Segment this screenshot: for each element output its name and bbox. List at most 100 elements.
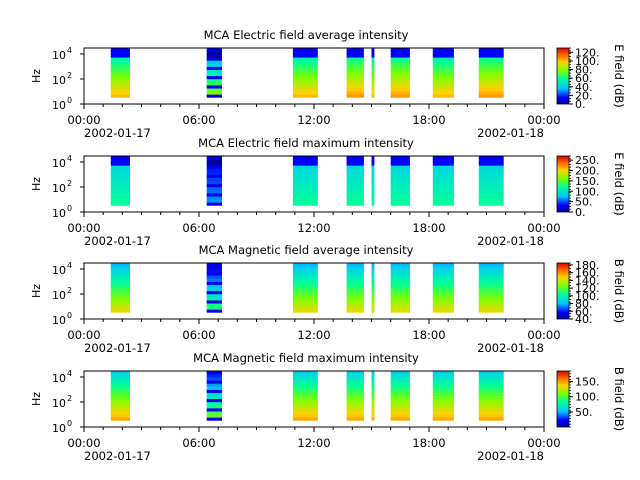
spectrogram-cell <box>432 198 454 203</box>
spectrogram-cell <box>432 81 454 86</box>
spectrogram-segment <box>478 262 504 313</box>
spectrogram-cell <box>346 410 364 415</box>
spectrogram-cell <box>432 177 454 181</box>
panel-4: MCA Magnetic field maximum intensity Hz 10… <box>30 351 626 463</box>
spectrogram-cell <box>206 299 222 304</box>
spectrogram-cell <box>371 417 375 421</box>
spectrogram-cell <box>390 60 410 64</box>
spectrogram-cell <box>292 180 318 185</box>
spectrogram-cell <box>478 81 504 86</box>
spectrogram-cell <box>206 198 222 203</box>
spectrogram-cell <box>371 174 375 178</box>
y-tick-exponent: 0 <box>67 204 72 213</box>
spectrogram-cell <box>478 155 504 160</box>
spectrogram-cell <box>478 309 504 313</box>
spectrogram-cell <box>478 180 504 185</box>
x-tick-label: 12:00 <box>297 328 330 342</box>
spectrogram-cell <box>206 183 222 188</box>
x-tick-label: 00:00 <box>67 221 100 235</box>
spectrogram-cell <box>478 417 504 421</box>
spectrogram-cell <box>292 63 318 67</box>
colorbar-tick-label: 180. <box>575 259 600 272</box>
spectrogram-cell <box>432 84 454 89</box>
spectrogram-cell <box>432 155 454 160</box>
spectrogram-cell <box>110 161 130 166</box>
spectrogram-cell <box>346 309 364 313</box>
spectrogram-cell <box>390 171 410 175</box>
spectrogram-cell <box>206 90 222 95</box>
spectrogram-cell <box>346 183 364 188</box>
spectrogram-cell <box>206 395 222 400</box>
x-tick-label: 00:00 <box>527 436 560 450</box>
spectrogram-cell <box>292 189 318 194</box>
spectrogram-cell <box>478 370 504 375</box>
spectrogram-cell <box>371 177 375 181</box>
spectrogram-cell <box>432 398 454 403</box>
spectrogram-cell <box>390 47 410 52</box>
spectrogram-cell <box>432 202 454 206</box>
spectrogram-cell <box>206 174 222 178</box>
spectrogram-cell <box>390 380 410 384</box>
spectrogram-segment <box>110 47 130 98</box>
y-tick-exponent: 2 <box>67 71 72 80</box>
panel-title: MCA Electric field maximum intensity <box>198 136 414 150</box>
spectrogram-cell <box>110 272 130 276</box>
spectrogram-cell <box>478 186 504 191</box>
spectrogram-cell <box>110 84 130 89</box>
spectrogram-cell <box>346 287 364 292</box>
spectrogram-cell <box>110 293 130 298</box>
spectrogram-cell <box>390 281 410 285</box>
spectrogram-cell <box>346 386 364 390</box>
spectrogram-cell <box>110 174 130 178</box>
spectrogram-cell <box>110 302 130 307</box>
spectrogram-segment <box>346 370 364 421</box>
spectrogram-cell <box>292 161 318 166</box>
spectrogram-cell <box>478 60 504 64</box>
spectrogram-cell <box>110 87 130 92</box>
spectrogram-cell <box>346 69 364 73</box>
spectrogram-cell <box>292 165 318 169</box>
spectrogram-cell <box>346 47 364 52</box>
spectrogram-cell <box>371 281 375 285</box>
spectrogram-cell <box>371 262 375 267</box>
spectrogram-cell <box>478 296 504 301</box>
spectrogram-cell <box>478 268 504 273</box>
spectrogram-cell <box>390 81 410 86</box>
spectrogram-cell <box>292 47 318 52</box>
spectrogram-cell <box>478 57 504 61</box>
spectrogram-cell <box>390 410 410 415</box>
x-date-label: 2002-01-18 <box>477 341 544 355</box>
spectrogram-cell <box>371 389 375 393</box>
spectrogram-cell <box>110 165 130 169</box>
spectrogram-cell <box>432 309 454 313</box>
spectrogram-cell <box>292 401 318 406</box>
spectrogram-cell <box>432 376 454 381</box>
spectrogram-cell <box>432 69 454 73</box>
spectrogram-cell <box>346 380 364 384</box>
spectrogram-cell <box>371 63 375 67</box>
spectrogram-cell <box>206 309 222 313</box>
spectrogram-cell <box>371 392 375 396</box>
spectrogram-segment <box>390 370 410 421</box>
spectrogram-cell <box>292 287 318 292</box>
spectrogram-cell <box>292 413 318 418</box>
spectrogram-cell <box>292 392 318 396</box>
spectrogram-cell <box>110 158 130 163</box>
spectrogram-cell <box>390 69 410 73</box>
spectrogram-cell <box>206 265 222 270</box>
spectrogram-cell <box>432 410 454 415</box>
spectrogram-segment <box>390 47 410 98</box>
spectrogram-cell <box>432 66 454 70</box>
spectrogram-cell <box>478 395 504 400</box>
spectrogram-cell <box>346 174 364 178</box>
spectrogram-cell <box>346 407 364 412</box>
spectrogram-cell <box>292 386 318 390</box>
x-tick-label: 00:00 <box>67 113 100 127</box>
spectrogram-cell <box>206 192 222 197</box>
spectrogram-cell <box>432 278 454 282</box>
spectrogram-cell <box>346 189 364 194</box>
spectrogram-cell <box>110 186 130 191</box>
spectrogram-cell <box>371 299 375 304</box>
spectrogram-cell <box>478 302 504 307</box>
x-tick-label: 00:00 <box>67 328 100 342</box>
